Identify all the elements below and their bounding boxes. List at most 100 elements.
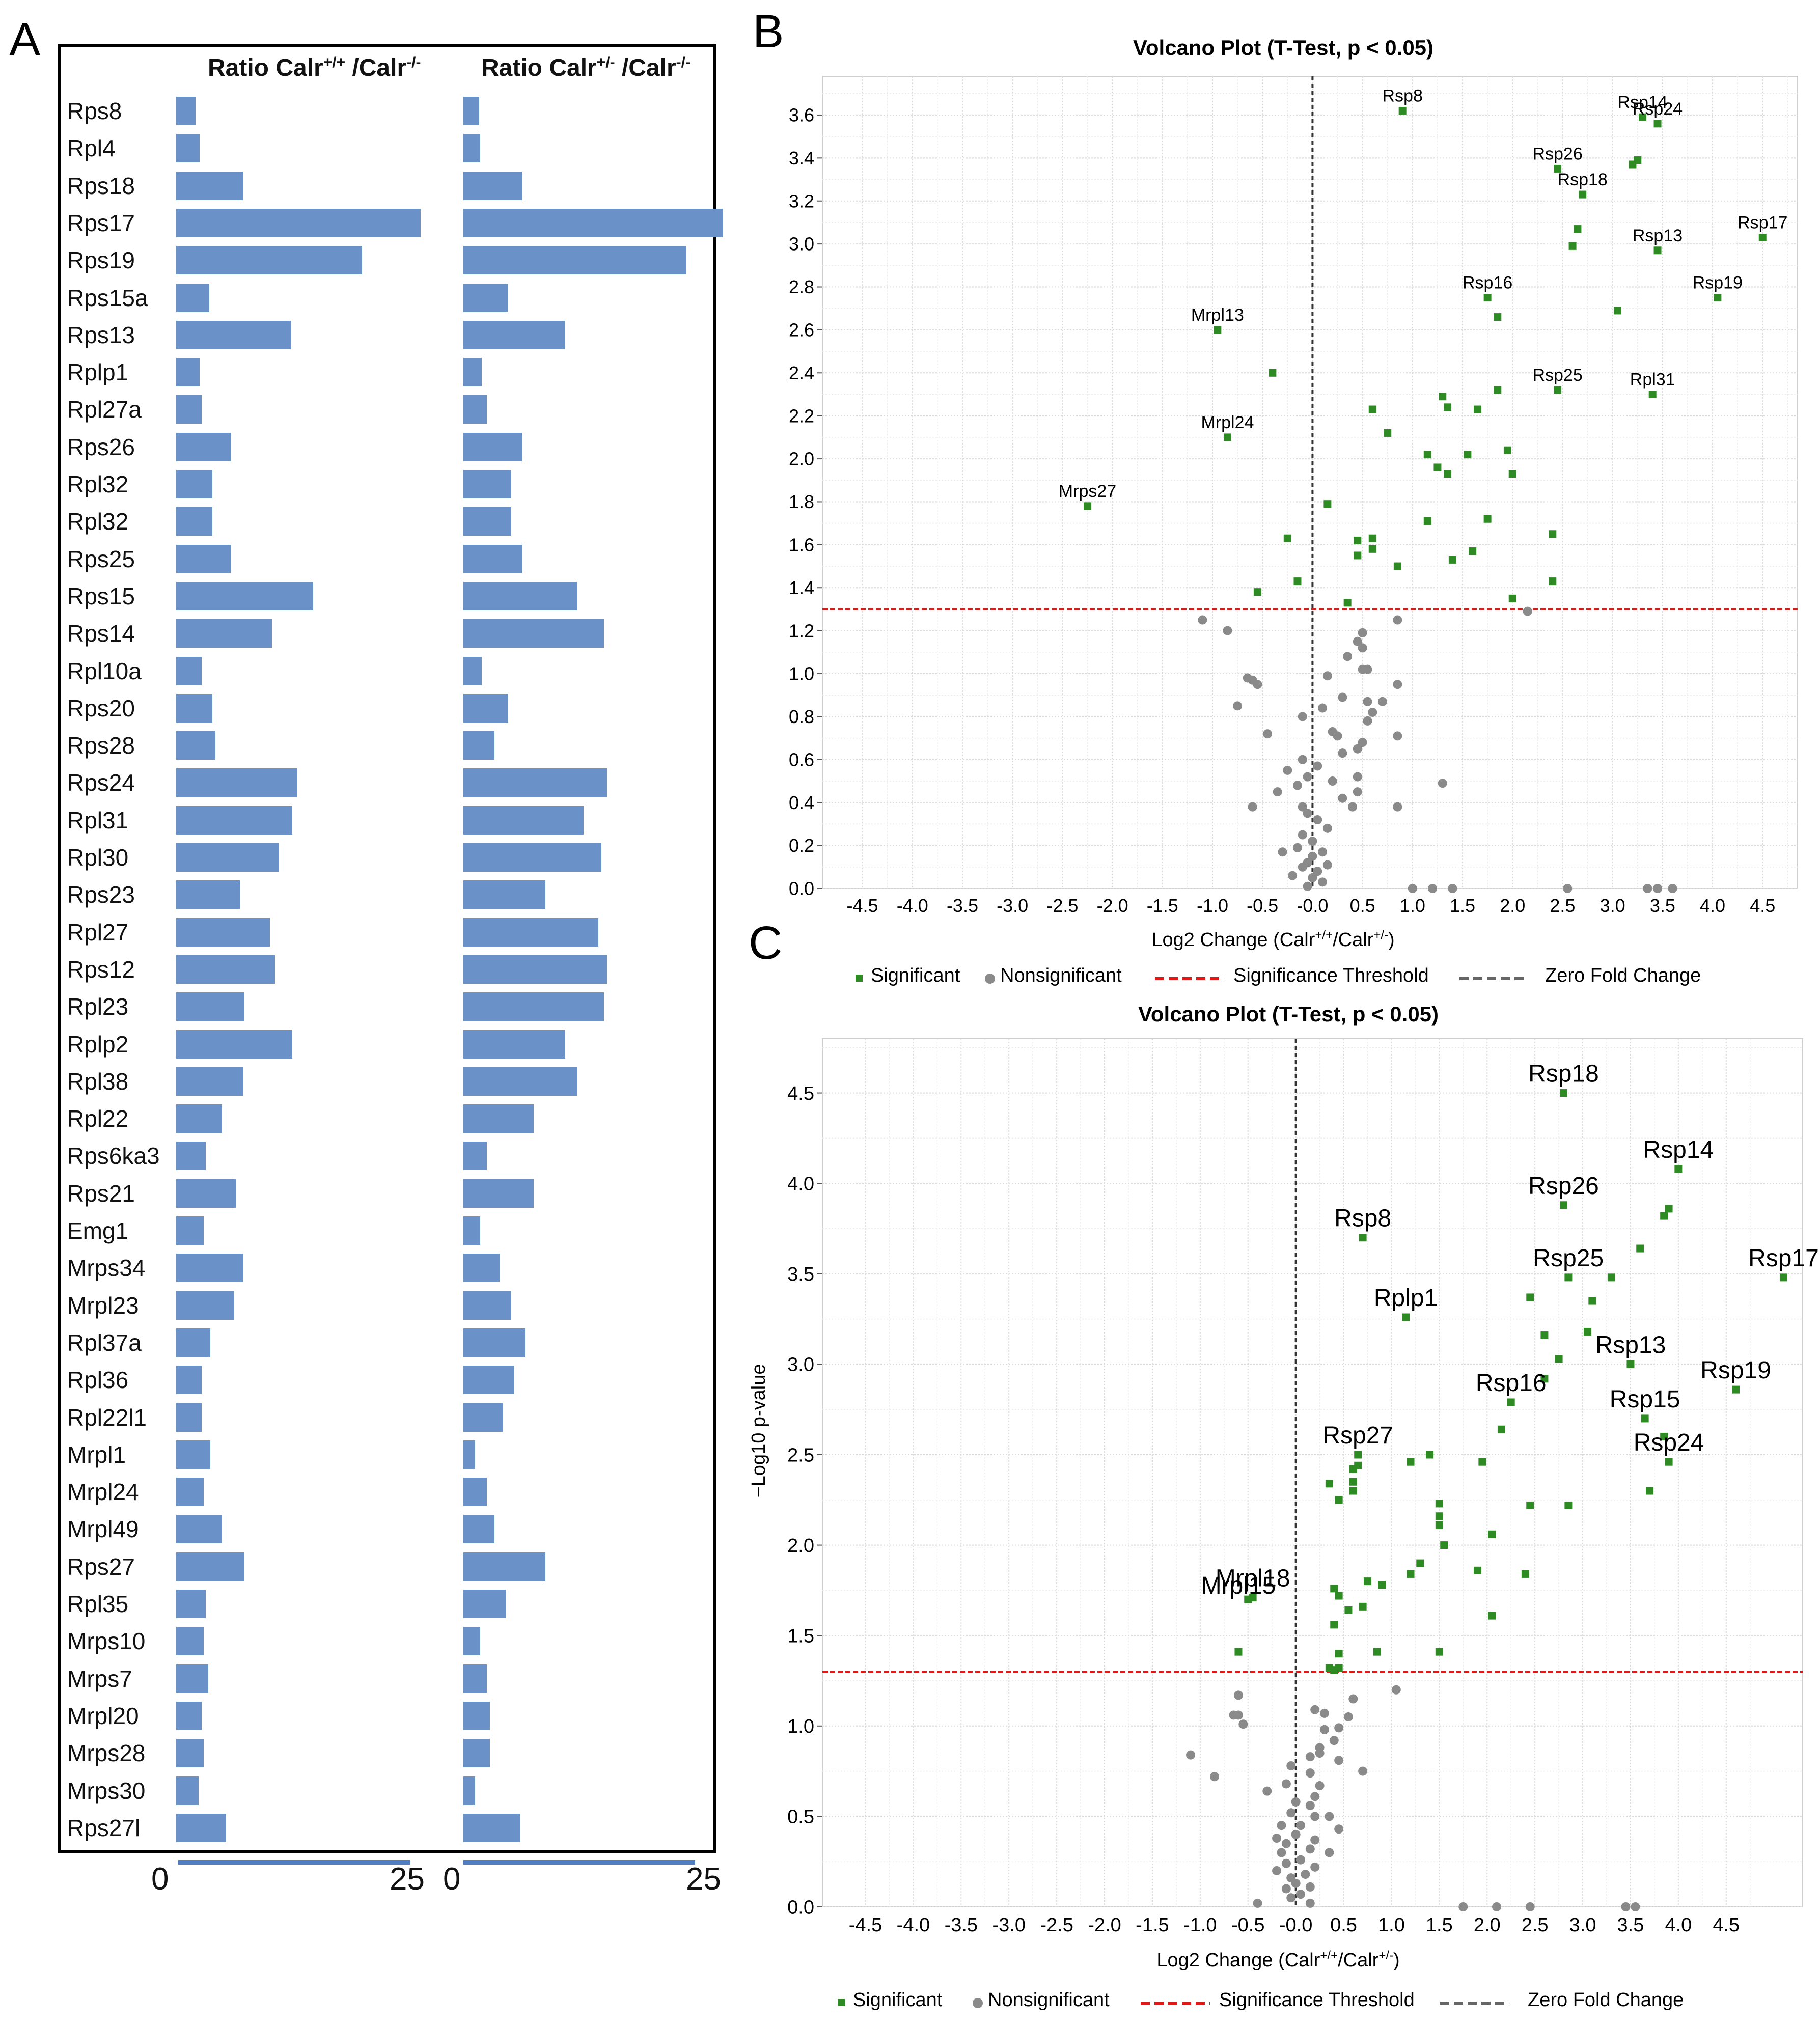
significant-point: [1416, 1559, 1424, 1567]
significant-point: [1323, 500, 1332, 508]
nonsignificant-point: [1296, 1890, 1306, 1899]
gene-label: Rps25: [67, 545, 135, 572]
volcano-b-plot-area: -4.5 -4.0 -3.5 -3.0 -2.5 -2.0 -1.5 -1.0 -0.5 -0.0…: [789, 76, 1798, 916]
point-label: Mrpl18: [1216, 1565, 1290, 1592]
significant-point: [1564, 1501, 1573, 1509]
x-tick-label: -0.5: [1231, 1914, 1264, 1936]
bar-wt-ratio: [176, 1701, 202, 1730]
nonsignificant-point: [1668, 884, 1677, 893]
nonsignificant-point: [1296, 1821, 1306, 1830]
bar-het-ratio: [463, 1291, 512, 1320]
gene-label: Mrps10: [67, 1628, 146, 1655]
bar-wt-ratio: [176, 544, 231, 573]
bar-axis-right-tick-25: 25: [686, 1862, 721, 1897]
nonsignificant-point: [1631, 1902, 1640, 1911]
significant-point: [1579, 190, 1587, 199]
gene-label: Rpl37a: [67, 1329, 142, 1356]
bar-het-ratio: [463, 320, 565, 349]
x-tick-label: 0.5: [1350, 895, 1375, 916]
nonsignificant-point: [1298, 802, 1307, 812]
nonsignificant-point: [1428, 884, 1438, 893]
bar-axis-left: [178, 1860, 410, 1865]
nonsignificant-point: [1358, 738, 1367, 747]
nonsignificant-point: [1310, 1812, 1320, 1821]
bar-het-ratio: [463, 1590, 507, 1618]
nonsignificant-point: [1391, 1685, 1401, 1695]
volcano-b-xlabel: Log2 Change (Calr+/+/Calr+/-): [1151, 928, 1394, 951]
nonsignificant-point: [1298, 830, 1307, 840]
significant-point: [1653, 246, 1662, 255]
x-tick-label: -1.0: [1197, 895, 1228, 916]
nonsignificant-point: [1313, 815, 1322, 824]
significant-point: [1549, 530, 1557, 538]
gene-label: Rps15: [67, 582, 135, 609]
x-tick-label: 1.5: [1426, 1914, 1453, 1936]
nonsignificant-point: [1653, 884, 1663, 893]
point-label: Rplp1: [1374, 1285, 1438, 1312]
nonsignificant-point: [1298, 755, 1307, 764]
significant-point: [1214, 326, 1222, 334]
significant-point: [1335, 1592, 1343, 1600]
significant-point: [1497, 1425, 1505, 1433]
nonsignificant-point: [1347, 802, 1357, 812]
y-tick-label: 2.8: [789, 276, 814, 297]
legend-significant-label: Significant: [871, 965, 960, 986]
nonsignificant-point: [1523, 606, 1532, 616]
nonsignificant-point: [1286, 1893, 1296, 1903]
point-label: Rpl31: [1630, 370, 1675, 389]
legend-significant-marker: [856, 975, 863, 982]
significant-point: [1626, 1360, 1635, 1368]
bar-wt-ratio: [176, 470, 213, 498]
bar-wt-ratio: [176, 395, 202, 424]
bar-het-ratio: [463, 395, 487, 424]
bar-het-ratio: [463, 246, 686, 275]
nonsignificant-point: [1318, 703, 1328, 713]
bar-wt-ratio: [176, 1291, 234, 1320]
bar-wt-ratio: [176, 1739, 204, 1768]
x-tick-label: -2.0: [1097, 895, 1128, 916]
bar-wt-ratio: [176, 806, 293, 835]
point-label: Rsp8: [1334, 1205, 1391, 1232]
bar-chart-frame: [58, 44, 716, 1853]
gene-label: Rpl22: [67, 1105, 129, 1132]
point-label: Mrpl15: [1201, 1572, 1276, 1599]
bar-het-ratio: [463, 1030, 565, 1059]
legend-nonsignificant-marker: [973, 1998, 983, 2008]
significant-point: [1368, 545, 1376, 553]
significant-point: [1448, 556, 1456, 564]
nonsignificant-point: [1281, 1779, 1291, 1789]
bar-het-ratio: [463, 432, 522, 461]
point-label: Rsp17: [1738, 213, 1787, 232]
bar-wt-ratio: [176, 1552, 245, 1581]
nonsignificant-point: [1458, 1902, 1468, 1911]
volcano-c-legend: Significant Nonsignificant Significance …: [838, 1989, 1684, 2011]
nonsignificant-point: [1305, 1898, 1315, 1908]
x-tick-label: -0.5: [1247, 895, 1278, 916]
nonsignificant-point: [1393, 680, 1402, 689]
y-tick-label: 3.4: [789, 148, 814, 169]
nonsignificant-point: [1305, 1844, 1315, 1854]
y-tick-label: 1.0: [787, 1716, 814, 1737]
y-tick-label: 1.2: [789, 620, 814, 641]
nonsignificant-point: [1253, 680, 1262, 689]
nonsignificant-point: [1448, 884, 1457, 893]
bar-wt-ratio: [176, 1627, 204, 1656]
significant-point: [1613, 307, 1621, 315]
bar-het-ratio: [463, 768, 608, 797]
significant-point: [1494, 386, 1502, 394]
gene-label: Rps8: [67, 98, 122, 124]
nonsignificant-point: [1348, 1694, 1358, 1704]
gene-label: Rps27: [67, 1553, 135, 1580]
bar-wt-ratio: [176, 1590, 206, 1618]
y-tick-label: 3.6: [789, 105, 814, 126]
significant-point: [1503, 446, 1511, 454]
nonsignificant-point: [1283, 765, 1292, 775]
nonsignificant-point: [1263, 729, 1273, 739]
point-label: Rsp18: [1528, 1061, 1599, 1088]
nonsignificant-point: [1358, 643, 1367, 653]
significant-point: [1674, 1165, 1683, 1173]
nonsignificant-point: [1278, 847, 1287, 857]
significant-point: [1559, 1201, 1567, 1209]
bar-het-ratio: [463, 171, 522, 200]
point-label: Rsp24: [1634, 1429, 1704, 1456]
